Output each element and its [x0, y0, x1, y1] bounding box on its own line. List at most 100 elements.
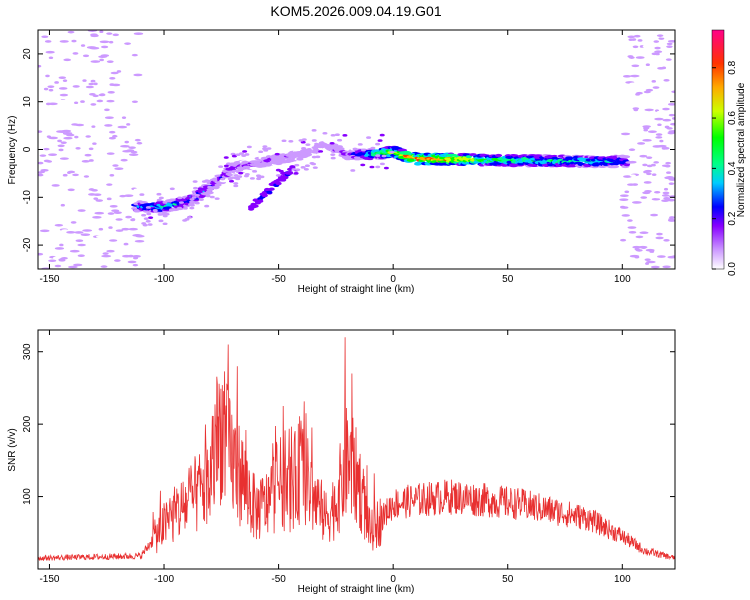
spectrogram-cell — [109, 204, 118, 208]
spectrogram-cell — [654, 46, 661, 50]
spectrogram-cell — [310, 152, 317, 157]
spectrogram-cell — [623, 175, 632, 178]
spectrogram-cell — [261, 193, 268, 198]
spectrogram-cell — [663, 197, 671, 200]
spectrogram-xlabel: Height of straight line (km) — [298, 284, 415, 295]
spectrogram-cell — [212, 177, 218, 181]
spectrogram-cell — [298, 139, 304, 142]
spectrogram-cell — [640, 196, 648, 199]
spectrogram-cell — [110, 71, 119, 75]
spectrogram-cell — [98, 220, 106, 224]
spectrogram-cell — [75, 146, 81, 150]
spectrogram-cell — [230, 152, 236, 156]
spectrogram-cell — [651, 173, 657, 176]
spectrogram-cell — [177, 196, 183, 200]
spectrogram-cell — [233, 174, 239, 177]
spectrogram-cell — [54, 264, 62, 268]
spectrogram-cell — [495, 153, 503, 158]
spectrogram-cell — [189, 203, 195, 207]
spectrogram-cell — [101, 254, 112, 258]
spectrogram-cell — [330, 153, 336, 156]
spectrogram-cell — [60, 141, 67, 144]
spectrogram-cell — [63, 58, 72, 62]
spectrogram-cell — [75, 123, 85, 127]
spectrogram-cell — [642, 45, 650, 48]
spectrogram-cell — [106, 249, 115, 253]
spectrogram-cell — [645, 248, 655, 252]
spectrogram-cell — [293, 171, 299, 175]
spectrogram-cell — [99, 58, 104, 62]
spectrogram-cell — [642, 125, 651, 128]
spectrogram-cell — [60, 203, 65, 207]
spectrogram-cell — [360, 163, 366, 167]
spectrogram-cell — [641, 246, 647, 250]
spectrogram-cell — [108, 40, 114, 44]
x-tick-label: 0 — [390, 274, 396, 285]
spectrogram-cell — [58, 76, 66, 80]
spectrogram-cell — [628, 230, 637, 234]
spectrogram-cell — [618, 141, 629, 144]
spectrogram-cell — [379, 162, 385, 166]
spectrogram-cell — [128, 146, 136, 150]
spectrogram-cell — [158, 219, 164, 223]
spectrogram-cell — [637, 142, 646, 145]
spectrogram-cell — [56, 130, 66, 133]
spectrogram-cell — [285, 171, 291, 175]
spectrogram-cell — [231, 154, 237, 158]
spectrogram-cell — [379, 133, 385, 137]
y-tick-label: 300 — [22, 343, 33, 360]
spectrogram-cell — [107, 91, 115, 94]
spectrogram-cell — [633, 117, 640, 120]
spectrogram-cell — [295, 168, 301, 171]
spectrogram-cell — [133, 256, 139, 260]
spectrogram-cell — [650, 163, 656, 167]
spectrogram-cell — [226, 162, 232, 166]
spectrogram-cell — [633, 108, 639, 112]
spectrogram-cell — [124, 140, 130, 144]
spectrogram-cell — [311, 129, 317, 132]
spectrogram-cell — [655, 133, 663, 136]
spectrogram-cell — [667, 39, 675, 43]
spectrogram-cell — [44, 40, 52, 43]
spectrogram-cell — [465, 155, 473, 159]
spectrogram-cell — [59, 243, 64, 247]
spectrogram-cell — [656, 34, 664, 37]
spectrogram-cell — [54, 81, 59, 84]
spectrogram-cell — [164, 212, 170, 216]
spectrogram-cell — [58, 258, 66, 262]
spectrogram-cell — [377, 139, 383, 142]
spectrogram-cell — [322, 131, 328, 135]
spectrogram-cell — [667, 219, 675, 222]
spectrogram-cell — [625, 47, 635, 51]
figure-title: KOM5.2026.009.04.19.G01 — [270, 3, 441, 19]
spectrogram-cell — [60, 256, 68, 260]
snr-xlabel: Height of straight line (km) — [298, 584, 415, 595]
spectrogram-cell — [114, 259, 121, 262]
spectrogram-cell — [152, 209, 158, 212]
spectrogram-cell — [281, 139, 287, 143]
spectrogram-cell — [131, 100, 138, 104]
spectrogram-cell — [305, 143, 311, 146]
spectrogram-cell — [223, 164, 229, 168]
spectrogram-cell — [653, 195, 662, 199]
spectrogram-cell — [94, 211, 105, 215]
spectrogram-cell — [98, 227, 104, 231]
spectrogram-cell — [370, 146, 376, 150]
x-tick-label: 0 — [390, 574, 396, 585]
spectrogram-cell — [99, 127, 104, 131]
spectrogram-cell — [654, 117, 664, 121]
spectrogram-cell — [646, 260, 656, 264]
spectrogram-cell — [653, 40, 660, 43]
spectrogram-cell — [301, 146, 307, 150]
spectrogram-cell — [266, 147, 272, 150]
spectrogram-cell — [88, 82, 95, 86]
spectrogram-cell — [644, 190, 652, 193]
snr-frame — [37, 329, 676, 570]
spectrogram-cell — [122, 254, 131, 258]
spectrogram-cell — [59, 40, 69, 43]
spectrogram-cell — [243, 165, 249, 169]
y-tick-label: 20 — [22, 48, 33, 60]
spectrogram-cell — [204, 179, 210, 182]
spectrogram-cell — [182, 207, 188, 210]
colorbar-tick-label: 0.4 — [727, 161, 738, 175]
